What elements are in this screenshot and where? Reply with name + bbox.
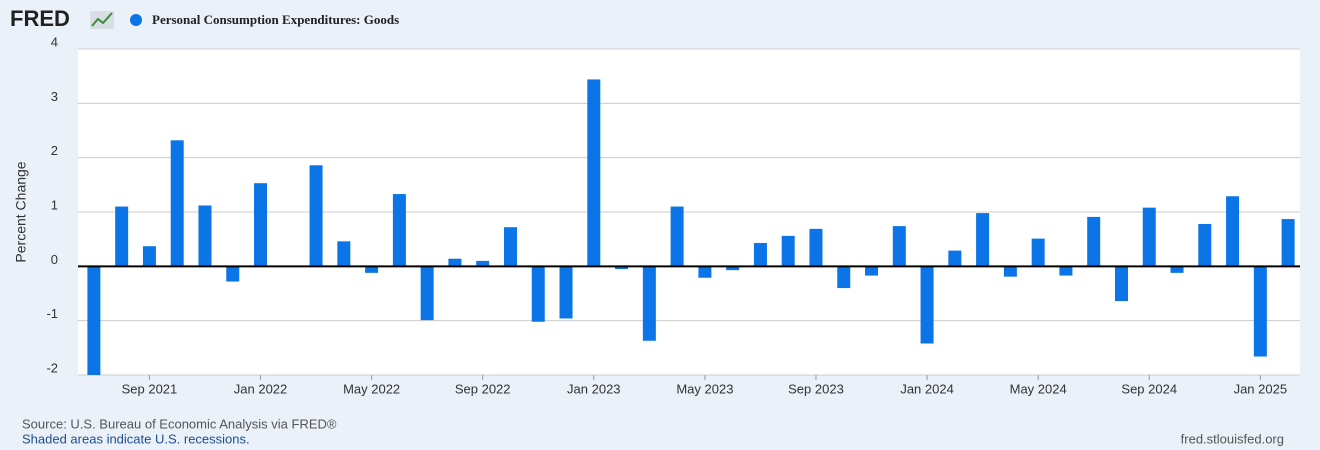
y-tick-label: 3 (51, 89, 58, 104)
bar (503, 227, 517, 267)
bar (1087, 216, 1101, 267)
x-tick-label: Sep 2023 (788, 381, 844, 396)
y-tick-label: 1 (51, 197, 58, 212)
y-tick-label: -1 (46, 306, 58, 321)
x-tick-label: Jan 2023 (567, 381, 621, 396)
bar (781, 235, 795, 267)
bar (309, 165, 323, 267)
bar (809, 228, 823, 267)
bar (1059, 266, 1073, 276)
legend-label: Personal Consumption Expenditures: Goods (152, 12, 399, 27)
bar (1198, 223, 1212, 267)
bar (1114, 266, 1128, 302)
bar (1003, 266, 1017, 277)
bar (198, 205, 212, 267)
bar (837, 266, 851, 289)
bar (670, 206, 684, 267)
y-tick-label: -2 (46, 360, 58, 375)
x-tick-label: Jan 2022 (234, 381, 288, 396)
url: fred.stlouisfed.org (1181, 431, 1284, 446)
x-tick-label: Sep 2024 (1121, 381, 1177, 396)
bar (392, 194, 406, 267)
logo-icon (90, 11, 114, 29)
bar (1226, 196, 1240, 267)
x-tick-label: Sep 2021 (122, 381, 178, 396)
legend-swatch (130, 14, 142, 26)
bar (1253, 266, 1267, 357)
x-tick-label: May 2024 (1010, 381, 1067, 396)
x-tick-label: May 2023 (676, 381, 733, 396)
y-tick-label: 0 (51, 252, 58, 267)
x-tick-label: May 2022 (343, 381, 400, 396)
bar (170, 140, 184, 267)
note: Shaded areas indicate U.S. recessions. (22, 431, 250, 446)
bar (87, 266, 101, 375)
y-tick-label: 2 (51, 143, 58, 158)
bar (115, 206, 129, 267)
bar (1281, 219, 1295, 267)
bar (142, 246, 156, 267)
bar (892, 226, 906, 267)
bar (559, 266, 573, 319)
bar (726, 266, 740, 271)
bar (698, 266, 712, 278)
bar (948, 250, 962, 267)
source: Source: U.S. Bureau of Economic Analysis… (22, 416, 337, 431)
bar (1142, 207, 1156, 267)
x-tick-label: Sep 2022 (455, 381, 511, 396)
bar (642, 266, 656, 341)
bar (448, 258, 462, 267)
bar (365, 266, 379, 273)
y-axis-label: Percent Change (13, 161, 29, 262)
bar (1031, 238, 1045, 267)
logo: FRED (10, 6, 70, 31)
bar (254, 183, 268, 267)
bar (976, 213, 990, 267)
bar (1170, 266, 1184, 273)
bar (920, 266, 934, 344)
bar (753, 242, 767, 267)
x-tick-label: Jan 2025 (1234, 381, 1288, 396)
bar (476, 260, 490, 267)
y-tick-label: 4 (51, 34, 58, 49)
bar (420, 266, 434, 321)
bar (865, 266, 879, 276)
bar (226, 266, 240, 282)
bar (615, 266, 629, 270)
bar (337, 241, 351, 267)
bar (587, 79, 601, 267)
x-tick-label: Jan 2024 (900, 381, 954, 396)
bar (531, 266, 545, 322)
